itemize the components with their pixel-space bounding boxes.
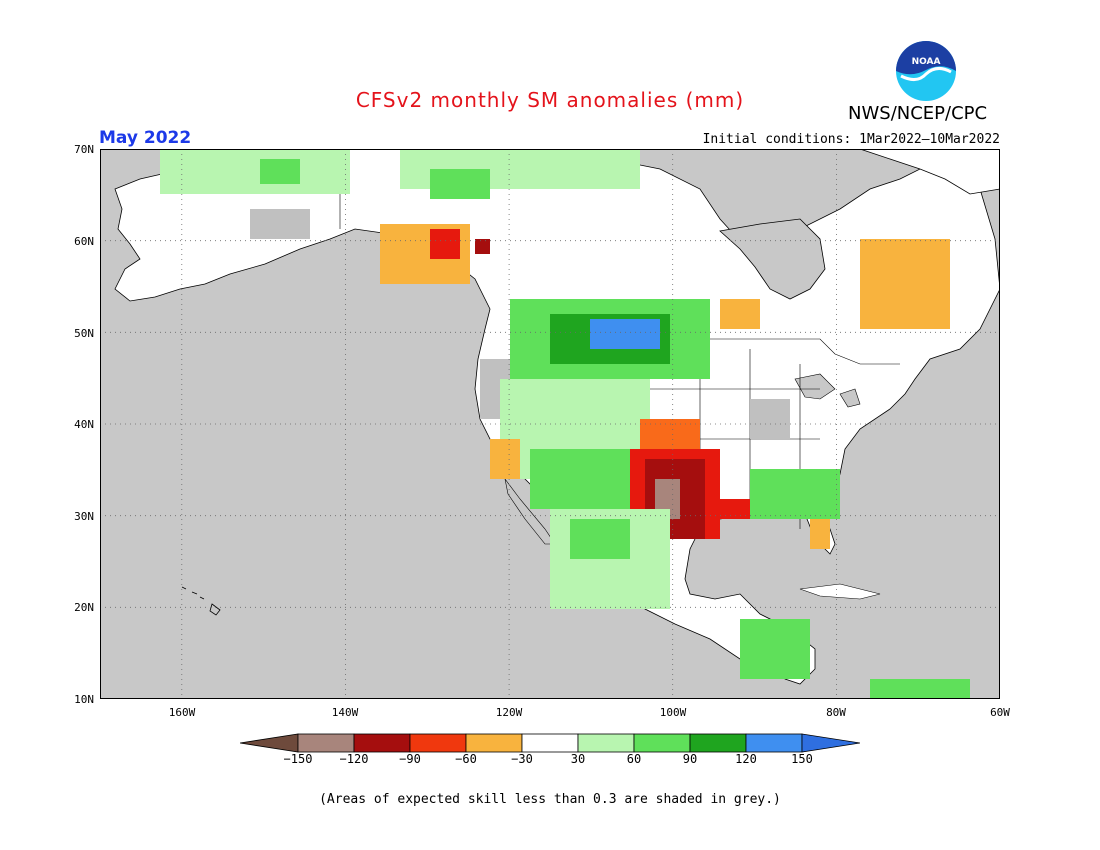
hawaii bbox=[181, 586, 221, 616]
anomaly-map bbox=[100, 149, 1000, 699]
lat-label-50n: 50N bbox=[74, 327, 94, 340]
patch-low-skill bbox=[750, 399, 790, 439]
colorbar-label: 120 bbox=[735, 752, 757, 766]
patch-bc-very-dry bbox=[430, 229, 460, 259]
patch-quebec-dry bbox=[860, 239, 950, 329]
lat-label-20n: 20N bbox=[74, 601, 94, 614]
lat-label-60n: 60N bbox=[74, 235, 94, 248]
graticule bbox=[100, 149, 1000, 699]
colorbar-label: −30 bbox=[511, 752, 533, 766]
colorbar-label: −150 bbox=[283, 752, 313, 766]
patch-alaska-wet-dark bbox=[260, 159, 300, 184]
patch-low-skill bbox=[250, 209, 310, 239]
noaa-logo: NOAA bbox=[896, 41, 956, 101]
anomaly-patches bbox=[160, 149, 970, 699]
logo-text: NOAA bbox=[912, 57, 941, 67]
patch-southeast-wet bbox=[750, 469, 840, 519]
colorbar-seg bbox=[577, 733, 635, 753]
great-lakes bbox=[794, 373, 861, 408]
patch-louisiana-dry bbox=[710, 499, 750, 519]
lat-label-30n: 30N bbox=[74, 510, 94, 523]
patch-caribbean-wet bbox=[870, 679, 970, 699]
colorbar-seg bbox=[409, 733, 467, 753]
colorbar-arrow-right bbox=[801, 733, 860, 753]
lon-label-100w: 100W bbox=[659, 706, 687, 719]
lon-label-120w: 120W bbox=[495, 706, 523, 719]
lon-label-80w: 80W bbox=[826, 706, 846, 719]
skill-footnote: (Areas of expected skill less than 0.3 a… bbox=[319, 792, 781, 807]
colorbar-label: 150 bbox=[791, 752, 813, 766]
color-bar bbox=[240, 733, 860, 753]
colorbar-label: −120 bbox=[339, 752, 369, 766]
patch-montana-very-wet bbox=[590, 319, 660, 349]
patch-mexico-wet-dark bbox=[570, 519, 630, 559]
patch-florida-dry bbox=[810, 519, 830, 549]
colorbar-label: 90 bbox=[682, 752, 698, 766]
colorbar-seg bbox=[521, 733, 579, 753]
lon-label-60w: 60W bbox=[990, 706, 1010, 719]
patch-bc-extreme bbox=[475, 239, 490, 254]
lat-label-70n: 70N bbox=[74, 143, 94, 156]
colorbar-label: −60 bbox=[455, 752, 477, 766]
map-title: CFSv2 monthly SM anomalies (mm) bbox=[355, 88, 745, 112]
colorbar-seg bbox=[465, 733, 523, 753]
patch-canada-north-wet-dark bbox=[430, 169, 490, 199]
colorbar-seg bbox=[297, 733, 355, 753]
patch-ontario-dry bbox=[720, 299, 760, 329]
hudson-bay bbox=[719, 218, 826, 300]
cuba bbox=[799, 583, 881, 600]
patch-alaska-wet bbox=[160, 149, 350, 194]
agency-label: NWS/NCEP/CPC bbox=[848, 103, 988, 124]
colorbar-seg bbox=[353, 733, 411, 753]
colorbar-seg bbox=[745, 733, 803, 753]
colorbar-label: 30 bbox=[570, 752, 586, 766]
initial-conditions: Initial conditions: 1Mar2022–10Mar2022 bbox=[702, 132, 1000, 147]
patch-central-america-wet bbox=[740, 619, 810, 679]
colorbar-seg bbox=[689, 733, 747, 753]
colorbar-label: −90 bbox=[399, 752, 421, 766]
valid-period: May 2022 bbox=[99, 128, 192, 148]
lat-label-40n: 40N bbox=[74, 418, 94, 431]
lon-label-160w: 160W bbox=[168, 706, 196, 719]
colorbar-arrow-left bbox=[240, 733, 299, 753]
lon-label-140w: 140W bbox=[331, 706, 359, 719]
lat-label-10n: 10N bbox=[74, 693, 94, 706]
colorbar-label: 60 bbox=[626, 752, 642, 766]
patch-california-dry bbox=[490, 439, 520, 479]
colorbar-seg bbox=[633, 733, 691, 753]
greenland bbox=[859, 149, 1000, 195]
